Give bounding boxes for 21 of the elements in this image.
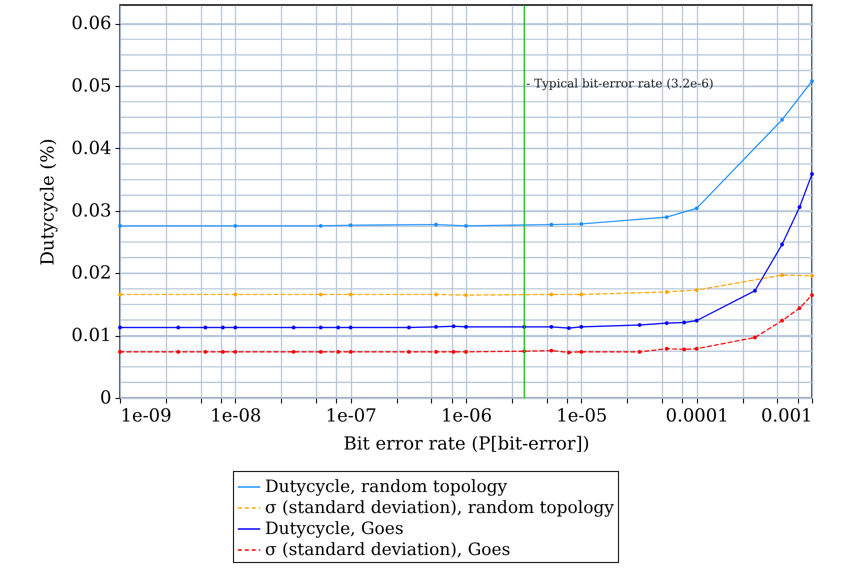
x-axis-title: Bit error rate (P[bit-error]) [343, 434, 590, 454]
legend-label: σ (standard deviation), Goes [265, 540, 510, 560]
x-tick-label: 1e-08 [210, 406, 262, 426]
x-tick-label: 1e-07 [326, 406, 377, 426]
ref-line-label: - Typical bit-error rate (3.2e-6) [526, 76, 714, 91]
legend-label: Dutycycle, random topology [265, 477, 508, 497]
y-axis-title: Dutycycle (%) [37, 138, 58, 266]
y-tick-label: 0.05 [71, 76, 112, 97]
y-tick-label: 0.03 [71, 200, 112, 222]
x-tick-label: 0.0001 [666, 406, 729, 426]
y-tick-label: 0.02 [71, 262, 112, 284]
y-tick-label: 0.01 [71, 325, 112, 346]
legend-label: σ (standard deviation), random topology [265, 498, 614, 518]
y-tick-label: 0 [100, 388, 112, 408]
y-tick-label: 0.06 [71, 13, 112, 34]
x-tick-label: 1e-09 [120, 406, 172, 426]
y-tick-label: 0.04 [71, 138, 112, 159]
x-tick-label: 1e-06 [440, 406, 492, 426]
x-tick-label: 1e-05 [556, 406, 608, 426]
legend-label: Dutycycle, Goes [265, 519, 404, 539]
x-tick-label: 0.001 [760, 406, 812, 426]
